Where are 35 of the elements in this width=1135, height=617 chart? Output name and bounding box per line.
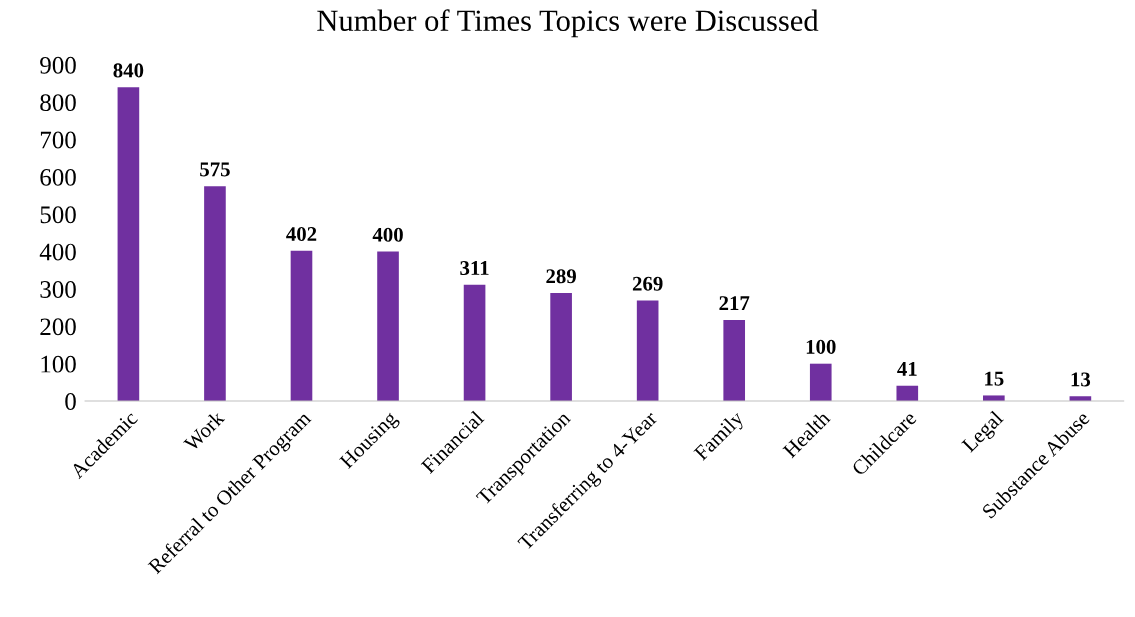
y-tick-label: 500: [40, 206, 76, 224]
bar: [896, 385, 919, 402]
data-label: 217: [719, 296, 750, 310]
y-tick-label: 800: [40, 94, 76, 112]
y-tick-label: 100: [41, 355, 76, 373]
data-label: 13: [1071, 372, 1091, 387]
data-label: 100: [806, 339, 836, 354]
bar: [377, 251, 399, 402]
data-label: 269: [632, 276, 663, 291]
bar: [204, 186, 226, 402]
y-tick-label: 200: [40, 318, 76, 336]
bar: [983, 395, 1005, 402]
bar: [463, 284, 486, 402]
data-label: 400: [372, 227, 403, 242]
bar: [636, 300, 659, 402]
y-tick-label: 600: [40, 168, 76, 186]
data-label: 311: [460, 261, 489, 276]
x-tick-label: Work: [182, 409, 226, 453]
y-tick-label: 400: [39, 243, 76, 261]
y-tick-label: 300: [40, 281, 76, 298]
bar: [809, 363, 832, 402]
data-label: 402: [286, 227, 317, 242]
data-label: 840: [113, 63, 144, 78]
y-tick-label: 0: [65, 393, 76, 410]
data-label: 15: [985, 371, 1004, 386]
data-label: 41: [897, 361, 917, 376]
bar: [117, 87, 140, 402]
y-tick-label: 900: [40, 56, 76, 74]
data-label: 575: [200, 162, 230, 177]
bar: [550, 293, 572, 402]
y-tick-label: 700: [40, 131, 76, 149]
data-label: 289: [546, 269, 576, 284]
bar: [290, 250, 313, 402]
chart-title: Number of Times Topics were Discussed: [317, 9, 819, 38]
bar: [723, 319, 746, 402]
